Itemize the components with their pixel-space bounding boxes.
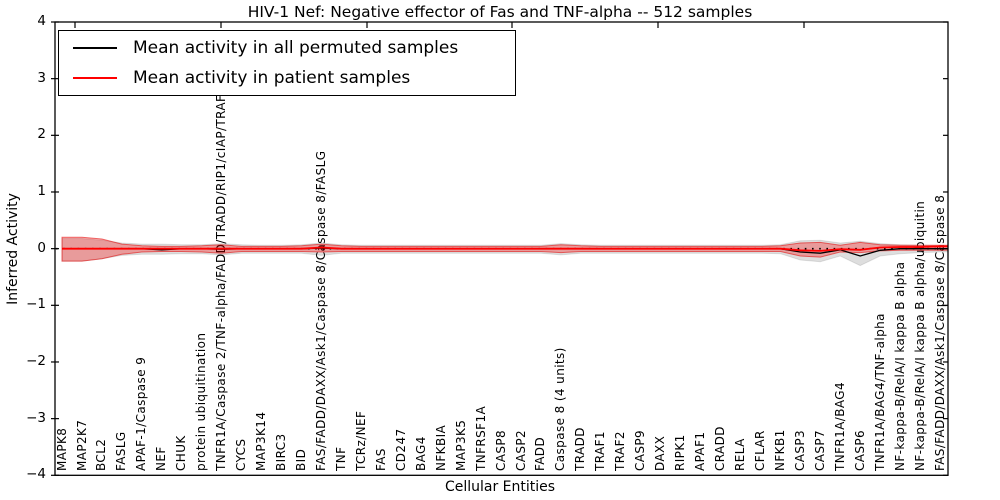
- x-tick-label: CRADD: [713, 426, 727, 471]
- y-tick-label: −4: [26, 466, 46, 483]
- x-tick-label: NF-kappa-B/RelA/I kappa B alpha: [892, 261, 907, 471]
- x-tick-label: FAS/FADD/DAXX/Ask1/Caspase 8/Caspase 8: [932, 194, 947, 471]
- legend-item-patient: Mean activity in patient samples: [59, 64, 515, 92]
- x-tick-label: TNFRSF1A: [473, 405, 488, 471]
- x-tick-label: MAP2K7: [74, 419, 89, 471]
- y-tick-label: 2: [37, 126, 46, 143]
- x-tick-label: CYCS: [234, 438, 249, 471]
- y-tick-label: 3: [37, 69, 46, 86]
- x-tick-label: FADD: [533, 436, 548, 471]
- y-tick-label: −3: [26, 409, 46, 426]
- x-tick-label: TRADD: [573, 427, 588, 471]
- x-tick-label: RELA: [733, 438, 747, 471]
- x-tick-label: BIRC3: [274, 433, 288, 471]
- x-tick-label: DAXX: [653, 435, 668, 471]
- x-tick-label: APAF-1/Caspase 9: [134, 356, 149, 471]
- x-tick-label: BCL2: [94, 438, 109, 471]
- legend-item-permuted: Mean activity in all permuted samples: [59, 34, 515, 62]
- x-axis-label: Cellular Entities: [444, 479, 556, 495]
- x-tick-label: TCRz/NEF: [353, 410, 368, 471]
- y-tick-label: 1: [37, 183, 46, 199]
- permuted-samples-range-band: [61, 238, 949, 267]
- x-tick-label: TNFR1A/BAG4/TNF-alpha: [872, 313, 887, 471]
- x-tick-label: NEF: [154, 446, 169, 471]
- y-tick-label: −2: [26, 353, 46, 369]
- permuted-line-swatch: [73, 46, 117, 49]
- x-tick-label: TRAF1: [593, 431, 608, 471]
- x-tick-label: MAP3K14: [254, 411, 268, 471]
- x-tick-label: FAS/FADD/DAXX/Ask1/Caspase 8/Caspase 8/F…: [313, 150, 328, 471]
- patient-samples-range-band: [61, 236, 949, 262]
- permuted-mean-line: [62, 247, 948, 257]
- x-tick-label: Caspase 8 (4 units): [553, 347, 568, 471]
- patient-line-swatch: [73, 77, 117, 80]
- x-tick-label: NF-kappa-B/RelA/I kappa B alpha/ubiquiti…: [912, 200, 927, 471]
- x-tick-label: CASP7: [812, 429, 827, 471]
- legend-box: Mean activity in all permuted samples Me…: [58, 30, 516, 96]
- x-tick-label: FAS: [373, 448, 388, 471]
- x-tick-label: BID: [294, 448, 308, 471]
- legend-label-permuted: Mean activity in all permuted samples: [133, 37, 459, 58]
- x-tick-label: CASP9: [633, 429, 648, 471]
- x-tick-label: protein ubiquitination: [194, 332, 209, 471]
- x-tick-label: RIPK1: [673, 434, 688, 471]
- x-tick-label: TNF: [333, 446, 348, 471]
- x-tick-label: FASLG: [114, 431, 129, 471]
- x-tick-label: CFLAR: [752, 430, 767, 471]
- x-tick-label: NFKBIA: [433, 424, 448, 471]
- chart-title: HIV-1 Nef: Negative effector of Fas and …: [247, 3, 753, 21]
- x-tick-label: MAPK8: [54, 427, 69, 471]
- x-tick-label: MAP3K5: [453, 419, 468, 471]
- y-tick-label: 4: [37, 13, 46, 29]
- x-tick-label: CHUK: [174, 435, 189, 471]
- x-tick-label: NFKB1: [772, 429, 787, 471]
- x-tick-label: TNFR1A/BAG4: [832, 382, 847, 471]
- patient-mean-line: [62, 245, 948, 252]
- legend-label-patient: Mean activity in patient samples: [133, 68, 411, 89]
- x-tick-label: CASP8: [493, 429, 508, 471]
- x-tick-label: CD247: [393, 428, 408, 471]
- x-tick-label: APAF1: [693, 431, 707, 471]
- x-tick-label: CASP2: [513, 429, 528, 471]
- y-tick-label: −1: [26, 296, 46, 313]
- x-tick-label: BAG4: [413, 436, 428, 471]
- x-tick-label: TRAF2: [613, 431, 628, 471]
- x-tick-label: TNFR1A/Caspase 2/TNF-alpha/FADD/TRADD/RI…: [214, 86, 229, 471]
- x-tick-label: CASP3: [792, 429, 807, 471]
- x-tick-label: CASP6: [852, 429, 867, 471]
- y-tick-label: 0: [37, 239, 46, 256]
